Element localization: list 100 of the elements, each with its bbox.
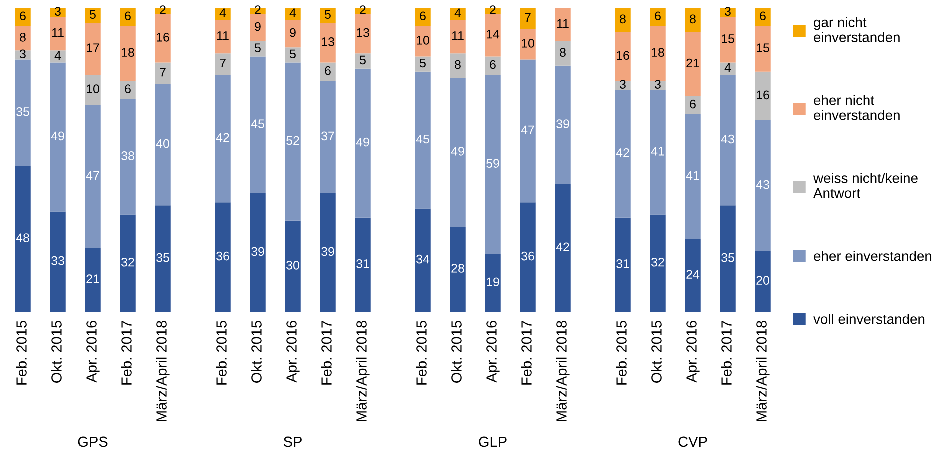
data-label: 19 bbox=[487, 278, 500, 287]
data-label: 4 bbox=[454, 8, 462, 18]
bar bbox=[520, 202, 536, 312]
bar bbox=[755, 72, 771, 121]
bar bbox=[555, 42, 571, 66]
data-label: 11 bbox=[452, 32, 464, 40]
x-axis-title: CVP bbox=[678, 436, 708, 448]
data-label: 34 bbox=[416, 254, 430, 264]
data-label: 3 bbox=[55, 7, 61, 16]
data-label: 45 bbox=[251, 120, 264, 128]
data-label: 49 bbox=[51, 132, 64, 141]
bar bbox=[50, 17, 66, 51]
bar bbox=[15, 8, 31, 26]
bar bbox=[250, 42, 266, 57]
data-label: 52 bbox=[286, 136, 300, 146]
legend-label: eher einverstanden bbox=[814, 251, 932, 262]
x-tick-label: Apr. 2016 bbox=[286, 321, 300, 383]
data-label: 16 bbox=[157, 32, 170, 42]
bar bbox=[215, 54, 231, 75]
bar bbox=[720, 17, 736, 63]
data-label: 38 bbox=[122, 152, 134, 160]
bar bbox=[50, 212, 66, 312]
data-label: 30 bbox=[286, 260, 300, 270]
data-label: 7 bbox=[160, 68, 166, 77]
data-label: 36 bbox=[216, 252, 230, 261]
legend-label: eher nicht einverstanden bbox=[814, 95, 900, 120]
bar bbox=[520, 60, 536, 203]
data-label: 5 bbox=[255, 44, 261, 52]
x-tick-label: Apr. 2016 bbox=[486, 321, 500, 383]
data-label: 2 bbox=[255, 6, 261, 14]
bar bbox=[50, 50, 66, 63]
bar bbox=[685, 96, 701, 114]
data-label: 3 bbox=[20, 50, 26, 59]
x-tick-label: Feb. 2017 bbox=[121, 321, 132, 385]
legend-label: gar nicht einverstanden bbox=[814, 17, 900, 42]
bar bbox=[650, 8, 666, 26]
bar bbox=[720, 62, 736, 75]
data-label: 7 bbox=[525, 13, 531, 22]
bar bbox=[155, 84, 171, 206]
bar bbox=[755, 8, 771, 26]
data-label: 17 bbox=[87, 44, 100, 52]
data-label: 59 bbox=[486, 159, 500, 168]
bar bbox=[155, 14, 171, 63]
bar bbox=[285, 62, 301, 221]
data-label: 6 bbox=[125, 84, 131, 94]
bar bbox=[285, 48, 301, 63]
data-label: 8 bbox=[620, 14, 626, 24]
bar bbox=[155, 62, 171, 84]
bar bbox=[285, 220, 301, 312]
data-label: 43 bbox=[756, 180, 770, 190]
bar bbox=[120, 26, 136, 82]
data-label: 6 bbox=[420, 12, 426, 21]
data-label: 3 bbox=[655, 80, 661, 89]
data-label: 39 bbox=[556, 120, 570, 128]
bar bbox=[485, 74, 501, 254]
data-label: 45 bbox=[416, 134, 430, 144]
data-label: 13 bbox=[357, 28, 370, 38]
data-label: 16 bbox=[757, 90, 770, 100]
bar bbox=[720, 206, 736, 312]
data-label: 5 bbox=[360, 56, 366, 65]
bar bbox=[15, 26, 31, 51]
data-label: 49 bbox=[451, 146, 464, 156]
bar bbox=[685, 114, 701, 240]
bar bbox=[450, 226, 466, 312]
data-label: 20 bbox=[756, 276, 770, 286]
data-label: 31 bbox=[356, 259, 370, 268]
data-label: 6 bbox=[125, 12, 131, 21]
bar bbox=[485, 254, 501, 312]
bar bbox=[320, 194, 336, 312]
bar bbox=[15, 166, 31, 312]
data-label: 4 bbox=[724, 64, 732, 72]
bar bbox=[320, 81, 336, 194]
bar bbox=[250, 194, 266, 312]
bar bbox=[615, 32, 631, 82]
bar bbox=[250, 14, 266, 42]
data-label: 8 bbox=[690, 14, 696, 24]
data-label: 5 bbox=[420, 58, 426, 68]
data-label: 2 bbox=[490, 6, 496, 14]
x-tick-label: Feb. 2015 bbox=[16, 321, 27, 385]
data-label: 24 bbox=[686, 270, 700, 279]
bar bbox=[415, 208, 431, 312]
data-label: 13 bbox=[322, 38, 334, 46]
bar bbox=[520, 29, 536, 60]
bar bbox=[415, 8, 431, 26]
bar bbox=[755, 251, 771, 312]
data-label: 39 bbox=[322, 247, 334, 256]
data-label: 15 bbox=[722, 34, 734, 44]
bar bbox=[355, 218, 371, 312]
data-label: 43 bbox=[721, 134, 734, 144]
x-axis-title: GLP bbox=[479, 436, 507, 448]
x-tick-label: März/April 2018 bbox=[756, 321, 770, 422]
x-tick-label: Apr. 2016 bbox=[686, 321, 700, 383]
data-label: 47 bbox=[86, 171, 100, 180]
data-label: 48 bbox=[16, 234, 30, 242]
bar bbox=[755, 120, 771, 252]
bar bbox=[355, 14, 371, 54]
bar bbox=[555, 8, 571, 42]
x-tick-label: März/April 2018 bbox=[356, 321, 370, 422]
x-tick-label: Feb. 2017 bbox=[321, 321, 332, 385]
data-label: 5 bbox=[290, 50, 296, 59]
